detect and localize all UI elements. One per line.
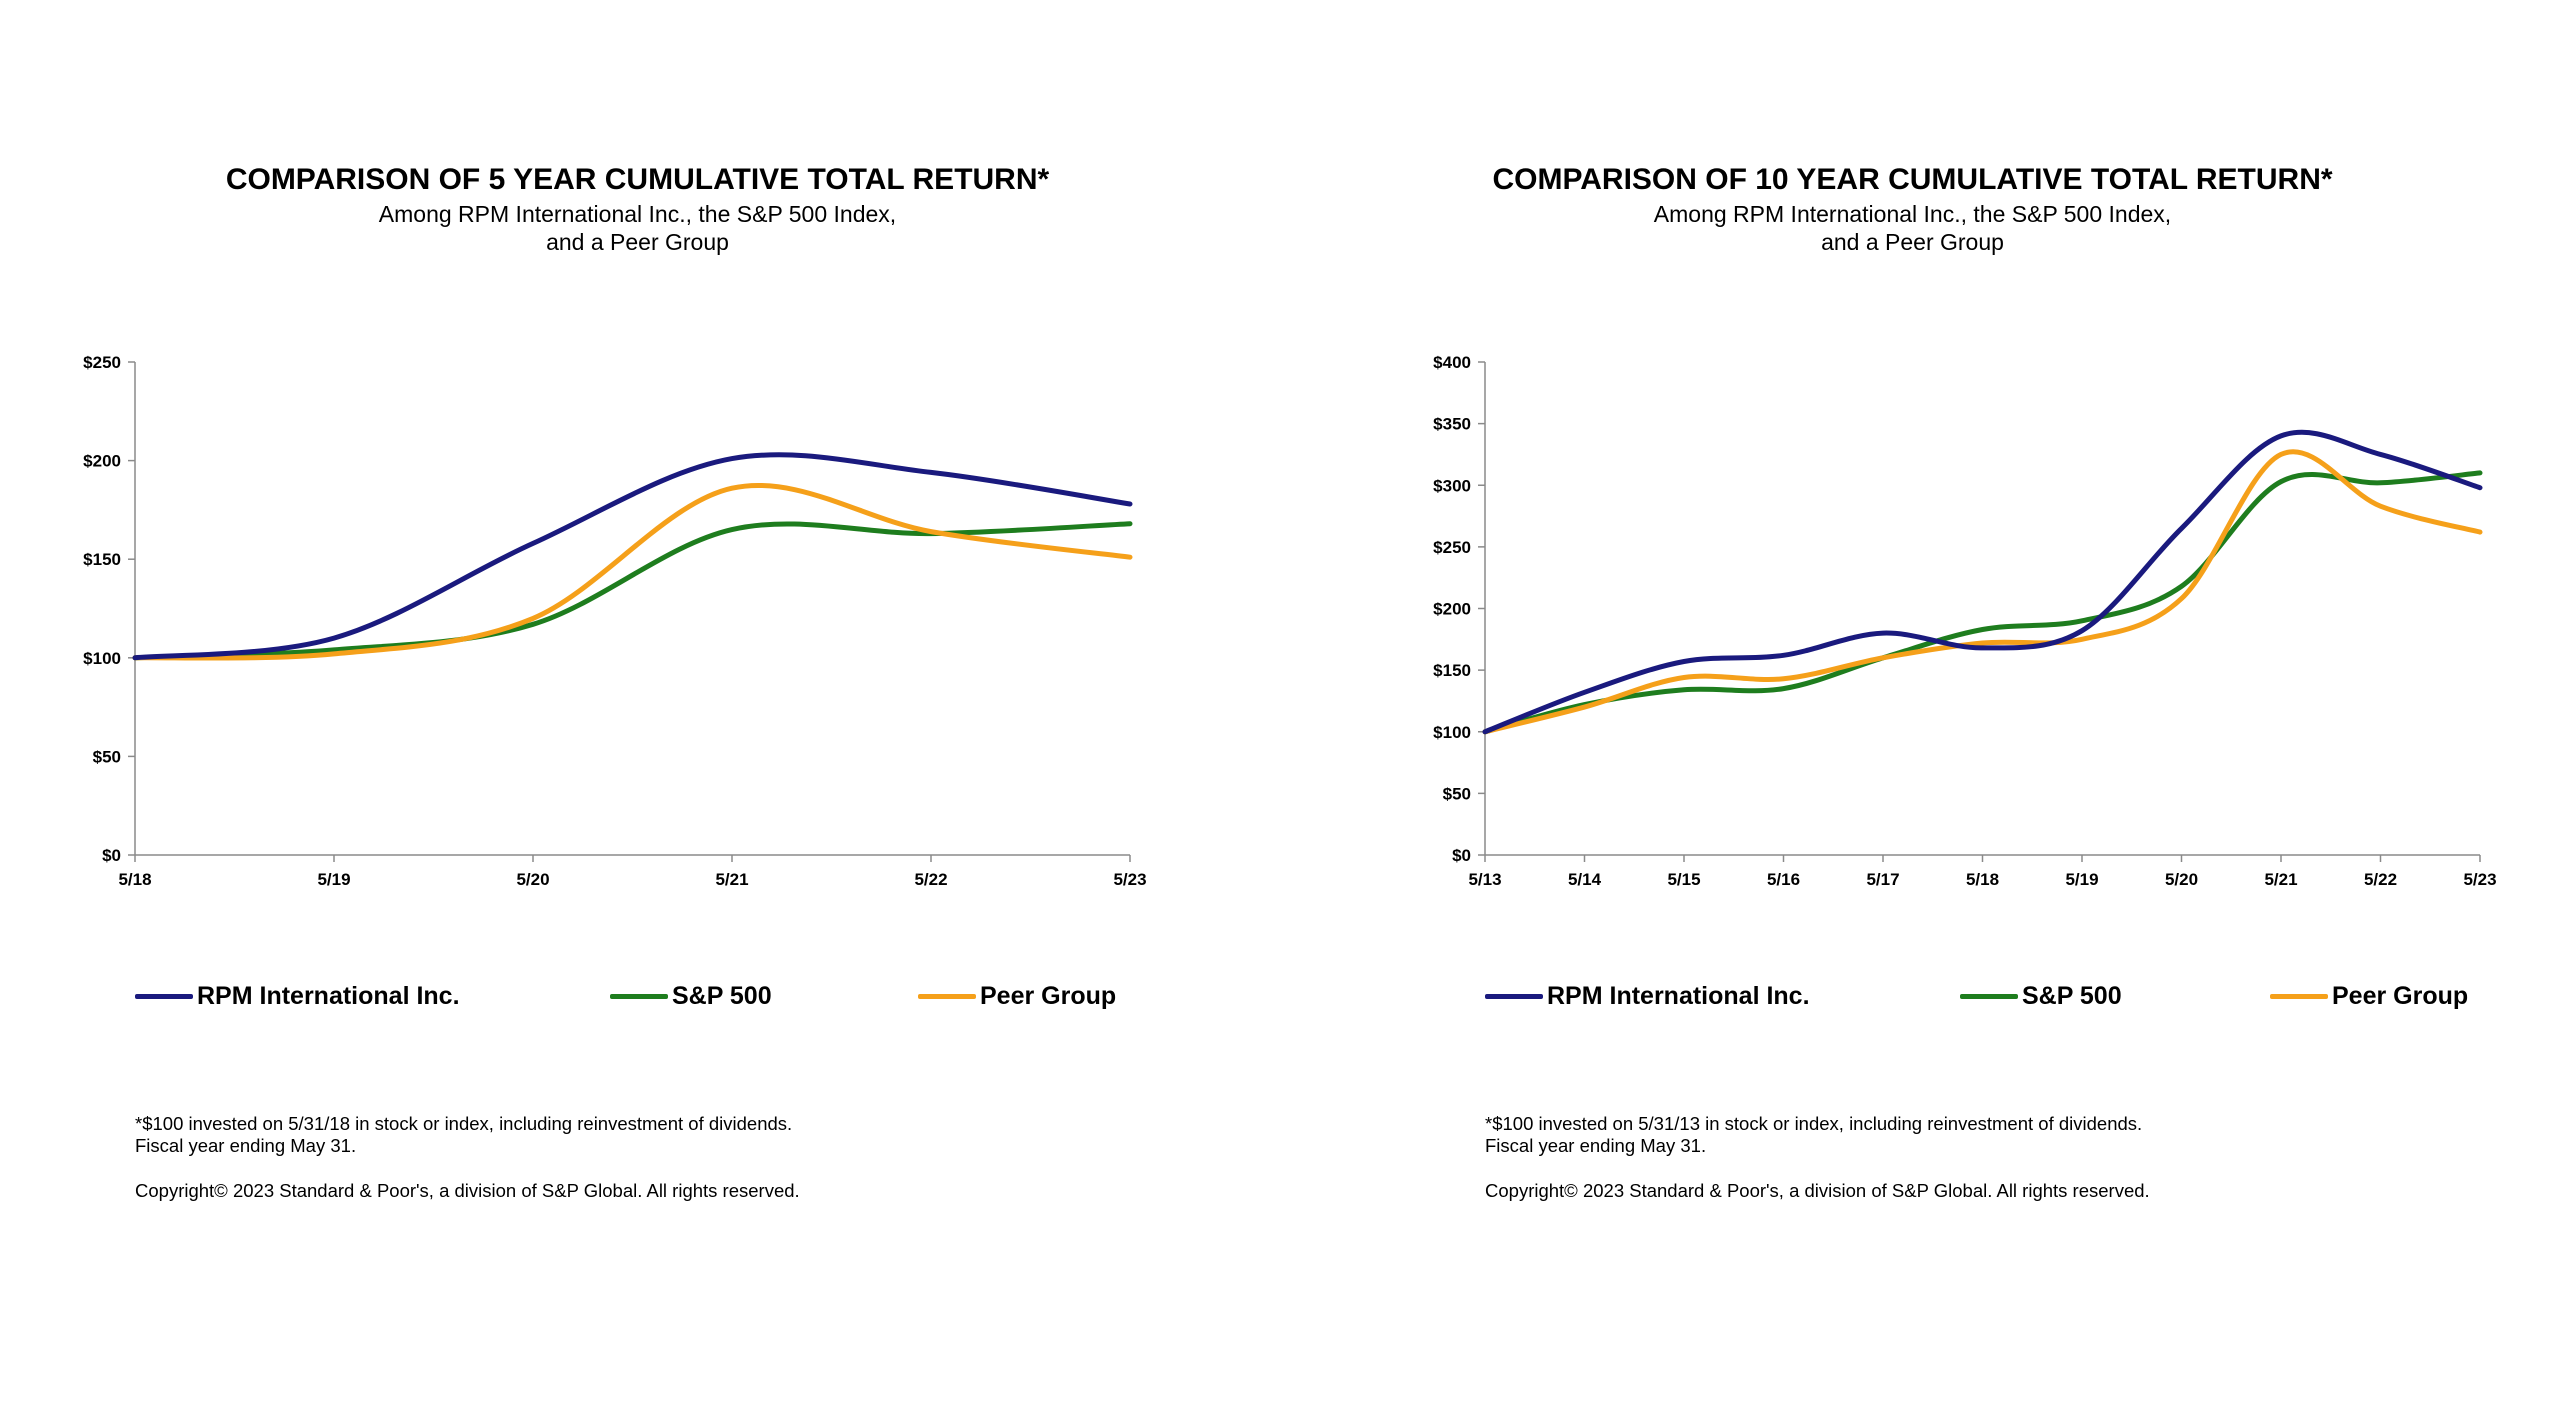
x-tick-label: 5/13: [1468, 870, 1501, 889]
x-tick-label: 5/19: [2065, 870, 2098, 889]
y-tick-label: $350: [1433, 415, 1471, 434]
y-tick-label: $0: [1452, 846, 1471, 865]
legend-swatch-peer: [918, 993, 976, 999]
legend-item-sp500: S&P 500: [610, 978, 772, 1014]
copyright: Copyright© 2023 Standard & Poor's, a div…: [135, 1180, 800, 1201]
x-tick-label: 5/20: [2165, 870, 2198, 889]
footnote: *$100 invested on 5/31/13 in stock or in…: [1485, 1113, 2142, 1157]
y-tick-label: $100: [1433, 723, 1471, 742]
line-chart-10-year: $0 $50 $100 $150 $200 $250 $300 $350 $400 5/13 5/1…: [1433, 353, 2496, 889]
x-tick-label: 5/18: [1966, 870, 1999, 889]
legend-swatch-sp500: [610, 993, 668, 999]
x-tick-label: 5/16: [1767, 870, 1800, 889]
x-tick-label: 5/18: [118, 870, 151, 889]
copyright: Copyright© 2023 Standard & Poor's, a div…: [1485, 1180, 2150, 1201]
x-tick-label: 5/21: [2264, 870, 2297, 889]
chart-subtitle: Among RPM International Inc., the S&P 50…: [1275, 200, 2550, 256]
legend-label: S&P 500: [672, 981, 772, 1010]
x-tick-label: 5/23: [1113, 870, 1146, 889]
y-tick-label: $250: [83, 353, 121, 372]
footnote: *$100 invested on 5/31/18 in stock or in…: [135, 1113, 792, 1157]
x-tick-label: 5/20: [516, 870, 549, 889]
legend-item-rpm: RPM International Inc.: [1485, 978, 1810, 1014]
y-tick-label: $250: [1433, 538, 1471, 557]
legend-item-rpm: RPM International Inc.: [135, 978, 460, 1014]
series-line-peer: [132, 482, 1133, 661]
x-tick-label: 5/14: [1568, 870, 1602, 889]
y-tick-label: $150: [1433, 661, 1471, 680]
legend-item-peer: Peer Group: [2270, 978, 2468, 1014]
chart-title: COMPARISON OF 5 YEAR CUMULATIVE TOTAL RE…: [225, 163, 1050, 196]
legend-swatch-sp500: [1960, 993, 2018, 999]
subtitle-line: Among RPM International Inc., the S&P 50…: [1653, 201, 2172, 227]
legend-label: RPM International Inc.: [1547, 981, 1810, 1010]
x-tick-label: 5/23: [2463, 870, 2496, 889]
legend-label: RPM International Inc.: [197, 981, 460, 1010]
series-line-sp500: [132, 521, 1133, 661]
legend-label: Peer Group: [2332, 981, 2469, 1010]
line-chart-5-year: $0 $50 $100 $150 $200 $250 5/18 5/19 5/20 5/21 5/2…: [83, 353, 1146, 889]
chart-panel-10-year: COMPARISON OF 10 YEAR CUMULATIVE TOTAL R…: [1275, 0, 2550, 1408]
legend-swatch-rpm: [1485, 993, 1543, 999]
y-tick-label: $50: [93, 747, 121, 766]
series-line-rpm: [132, 452, 1133, 661]
y-tick-label: $0: [102, 846, 121, 865]
chart-panel-5-year: COMPARISON OF 5 YEAR CUMULATIVE TOTAL RE…: [0, 163, 1275, 1201]
legend-label: Peer Group: [980, 981, 1117, 1010]
legend-item-peer: Peer Group: [918, 978, 1116, 1014]
legend-swatch-rpm: [135, 993, 193, 999]
footnote-line: *$100 invested on 5/31/13 in stock or in…: [1485, 1113, 2143, 1134]
y-tick-label: $300: [1433, 476, 1471, 495]
x-tick-label: 5/19: [317, 870, 350, 889]
series-line-sp500: [1482, 470, 2483, 735]
series-line-peer: [1482, 449, 2483, 735]
x-tick-label: 5/17: [1866, 870, 1899, 889]
x-tick-label: 5/22: [914, 870, 947, 889]
footnote-line: Fiscal year ending May 31.: [1485, 1135, 1707, 1156]
subtitle-line: and a Peer Group: [546, 229, 729, 255]
x-tick-label: 5/21: [715, 870, 748, 889]
x-tick-label: 5/22: [2364, 870, 2397, 889]
y-tick-label: $200: [83, 452, 121, 471]
subtitle-line: Among RPM International Inc., the S&P 50…: [378, 201, 897, 227]
y-tick-label: $150: [83, 550, 121, 569]
y-tick-label: $200: [1433, 600, 1471, 619]
y-tick-label: $100: [83, 649, 121, 668]
legend-swatch-peer: [2270, 993, 2328, 999]
legend-item-sp500: S&P 500: [1960, 978, 2122, 1014]
chart-title: COMPARISON OF 10 YEAR CUMULATIVE TOTAL R…: [1492, 163, 2333, 196]
subtitle-line: and a Peer Group: [1821, 229, 2004, 255]
y-tick-label: $50: [1443, 784, 1471, 803]
y-tick-label: $400: [1433, 353, 1471, 372]
series-line-rpm: [1482, 429, 2483, 735]
chart-subtitle: Among RPM International Inc., the S&P 50…: [0, 200, 1275, 256]
legend-label: S&P 500: [2022, 981, 2122, 1010]
x-tick-label: 5/15: [1667, 870, 1700, 889]
footnote-line: Fiscal year ending May 31.: [135, 1135, 357, 1156]
footnote-line: *$100 invested on 5/31/18 in stock or in…: [135, 1113, 793, 1134]
